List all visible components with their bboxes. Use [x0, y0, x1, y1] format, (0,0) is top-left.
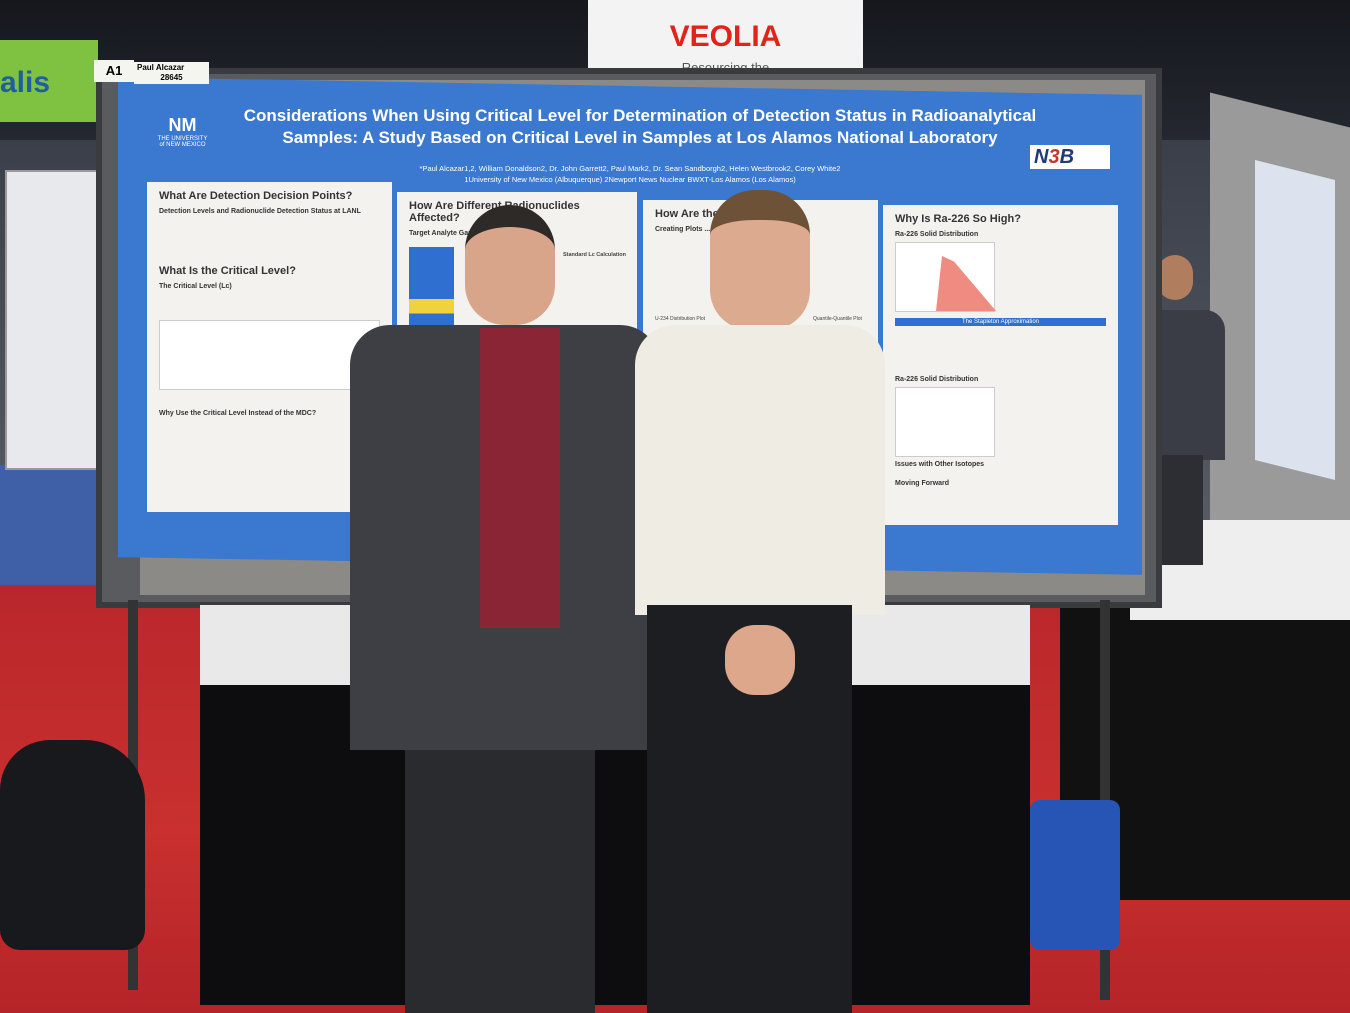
panel-heading: What Is the Critical Level? — [159, 265, 296, 277]
distribution-chart — [159, 320, 380, 390]
panel-subheading: Creating Plots ... — [655, 226, 711, 233]
presenter-name: Paul Alcazar — [137, 63, 185, 72]
poster-authors: *Paul Alcazar1,2, William Donaldson2, Dr… — [330, 163, 930, 185]
face — [465, 205, 555, 325]
panel-subheading: Issues with Other Isotopes — [895, 461, 985, 468]
stapleton-banner: The Stapleton Approximation — [895, 318, 1106, 326]
booth-label: Paul Alcazar 28645 — [134, 62, 209, 84]
booth-number: A1 — [94, 60, 134, 82]
face — [710, 190, 810, 330]
author-list: *Paul Alcazar1,2, William Donaldson2, Dr… — [419, 164, 841, 173]
panel-subheading: Target Analyte Gamma — [409, 230, 485, 237]
panel-heading: What Are Detection Decision Points? — [159, 190, 353, 202]
bag — [1030, 800, 1120, 950]
trousers — [405, 750, 595, 1013]
panel-subheading: Moving Forward — [895, 480, 950, 487]
panel-subheading: Why Use the Critical Level Instead of th… — [159, 410, 317, 417]
unm-logo: NM THE UNIVERSITY of NEW MEXICO — [157, 115, 208, 148]
left-sign: alis — [0, 40, 98, 122]
veolia-logo: VEOLIA — [669, 20, 782, 53]
red-shirt — [480, 328, 560, 628]
neighbor-poster — [1255, 160, 1335, 480]
white-shirt — [635, 325, 885, 615]
panel-heading: How Are Different Radionuclides Affected… — [409, 200, 580, 224]
ra226-distribution-chart-2 — [895, 387, 995, 457]
panel-heading: Why Is Ra-226 So High? — [895, 213, 1021, 225]
poster-panel-4: Why Is Ra-226 So High? Ra-226 Solid Dist… — [883, 205, 1118, 525]
standard-lc-heading: Standard Lc Calculation — [563, 252, 626, 258]
panel-heading: How Are the ... — [655, 208, 731, 220]
ra226-distribution-chart — [895, 242, 996, 312]
person-right — [635, 185, 885, 1013]
body-text — [159, 219, 380, 225]
qq-chart-title: Quantile-Quantile Plot — [813, 316, 862, 322]
u234-chart-title: U-234 Distribution Plot — [655, 316, 706, 322]
chart-title: Ra-226 Solid Distribution — [895, 231, 979, 238]
panel-subheading: Detection Levels and Radionuclide Detect… — [159, 208, 361, 215]
backpack — [0, 740, 145, 950]
person-left — [350, 200, 660, 1013]
poster-title: Considerations When Using Critical Level… — [243, 106, 1037, 147]
hands — [725, 625, 795, 695]
presenter-id: 28645 — [160, 73, 183, 82]
n3b-logo: N3B — [1030, 145, 1110, 169]
affiliations: 1University of New Mexico (Albuquerque) … — [464, 175, 796, 184]
chart-title: Ra-226 Solid Distribution — [895, 376, 979, 383]
equation — [895, 332, 1106, 372]
panel-subheading: The Critical Level (Lc) — [159, 283, 232, 290]
